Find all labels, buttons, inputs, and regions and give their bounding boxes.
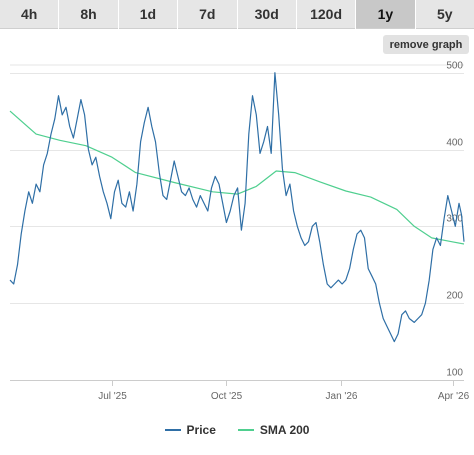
tab-120d[interactable]: 120d [296, 0, 356, 29]
tab-4h[interactable]: 4h [0, 0, 59, 29]
tab-5y[interactable]: 5y [415, 0, 474, 29]
y-tick-label: 300 [446, 214, 463, 225]
tab-1y[interactable]: 1y [356, 0, 415, 29]
y-tick-label: 400 [446, 138, 463, 149]
price-chart: 100 200 300 400 500 Jul '25 Oct '25 Jan '26 Apr … [9, 61, 470, 402]
chart-legend: Price SMA 200 [0, 418, 474, 442]
legend-swatch-sma [237, 429, 254, 431]
sma-200-series-line [9, 110, 465, 245]
legend-label-sma: SMA 200 [259, 423, 310, 437]
remove-graph-button[interactable]: remove graph [383, 35, 469, 54]
price-series-line [9, 72, 465, 343]
timeframe-tabs: 4h 8h 1d 7d 30d 120d 1y 5y [0, 0, 474, 30]
tab-1d[interactable]: 1d [118, 0, 178, 29]
tab-8h[interactable]: 8h [59, 0, 118, 29]
y-tick-label: 200 [446, 291, 463, 302]
legend-swatch-price [164, 429, 181, 431]
x-tick-label: Jan '26 [326, 391, 358, 402]
legend-item-price[interactable]: Price [164, 423, 216, 437]
y-tick-label: 500 [446, 61, 463, 72]
legend-label-price: Price [186, 423, 216, 437]
x-tick-label: Jul '25 [98, 391, 127, 402]
x-tick-label: Apr '26 [438, 391, 470, 402]
tab-7d[interactable]: 7d [178, 0, 237, 29]
tab-30d[interactable]: 30d [237, 0, 296, 29]
x-tick-label: Oct '25 [211, 391, 243, 402]
y-tick-label: 100 [446, 368, 463, 379]
legend-item-sma[interactable]: SMA 200 [237, 423, 310, 437]
